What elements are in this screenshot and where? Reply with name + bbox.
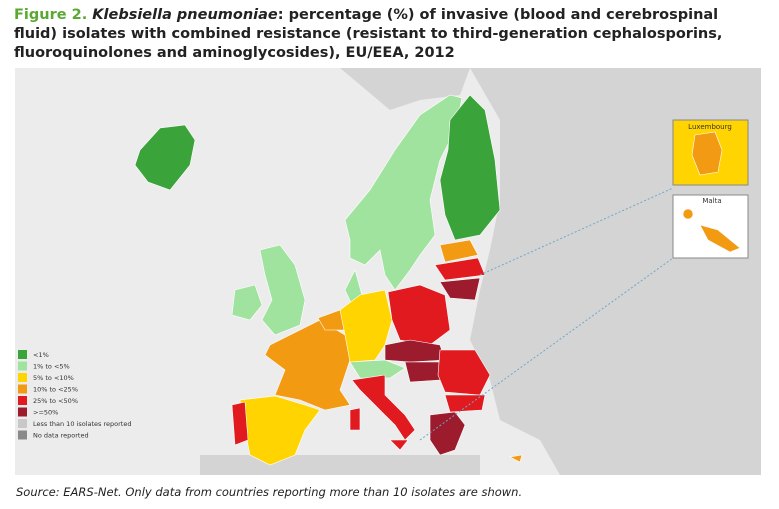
legend: <1% 1% to <5% 5% to <10% 10% to <25% 25% to … (18, 350, 131, 440)
spain (239, 395, 321, 466)
hungary (404, 361, 441, 383)
luxembourg (691, 131, 723, 176)
portugal (231, 401, 249, 446)
poland (387, 284, 451, 346)
norway-sweden (344, 94, 463, 291)
greece (429, 411, 466, 456)
legend-swatch (18, 419, 27, 428)
cyprus (509, 454, 523, 463)
gozo (682, 208, 694, 220)
sardinia (349, 407, 361, 431)
bulgaria (444, 394, 486, 413)
legend-label: No data reported (33, 432, 89, 440)
austria (349, 359, 406, 379)
title: Figure 2. Klebsiella pneumoniae: percent… (14, 6, 764, 63)
malta (699, 224, 741, 253)
inset-link (479, 187, 674, 276)
legend-swatch (18, 384, 27, 394)
legend-swatch (18, 430, 27, 440)
finland (439, 94, 501, 241)
legend-label: Less than 10 isolates reported (33, 420, 131, 428)
legend-label: >=50% (33, 409, 58, 417)
inset-label: Malta (702, 197, 721, 205)
figure-label: Figure 2. (14, 7, 88, 23)
legend-swatch (18, 396, 27, 405)
uk (259, 244, 306, 336)
source: Source: EARS-Net. Only data from countri… (16, 485, 523, 499)
organism: Klebsiella pneumoniae (92, 7, 278, 23)
inset-label: Luxembourg (688, 123, 732, 131)
legend-label: 25% to <50% (33, 397, 78, 405)
legend-swatch (18, 361, 27, 371)
italy (351, 374, 416, 441)
estonia (439, 239, 479, 263)
legend-label: <1% (33, 351, 49, 359)
iceland (134, 124, 196, 191)
sicily (389, 439, 409, 451)
legend-label: 5% to <10% (33, 374, 74, 382)
ireland (231, 284, 263, 321)
legend-swatch (18, 350, 27, 359)
title-text: : percentage (%) of invasive (blood and … (14, 7, 723, 61)
land (200, 455, 480, 475)
legend-label: 10% to <25% (33, 386, 78, 394)
lithuania (439, 277, 481, 301)
latvia (434, 257, 486, 281)
legend-label: 1% to <5% (33, 363, 70, 371)
land (340, 68, 470, 110)
legend-swatch (18, 373, 27, 382)
map: Luxembourg Malta <1% 1% to <5% 5% to <10% 1… (15, 68, 761, 475)
legend-swatch (18, 407, 27, 417)
